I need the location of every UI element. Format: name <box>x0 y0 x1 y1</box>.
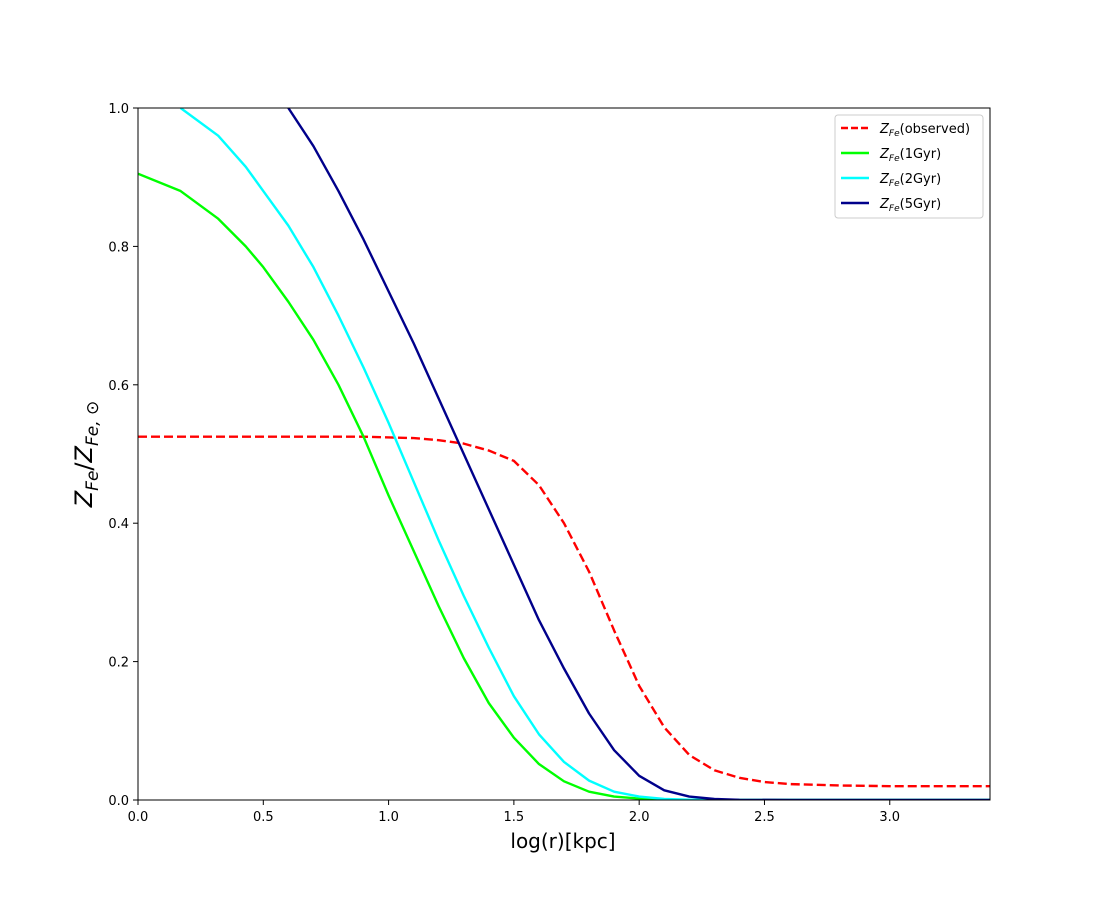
series-line-2 <box>179 108 990 800</box>
legend-label: ZFe(5Gyr) <box>879 197 941 214</box>
legend-label-sub: Fe <box>889 154 900 164</box>
x-tick-label: 1.0 <box>378 810 399 825</box>
legend-label-z: Z <box>879 122 890 137</box>
y-axis-label-part: Fe <box>83 471 103 491</box>
legend-label-z: Z <box>879 197 890 212</box>
y-tick-label: 0.0 <box>108 794 129 809</box>
series-line-1 <box>138 172 990 800</box>
x-tick-label: 2.5 <box>754 810 775 825</box>
y-axis-label-part: / <box>70 462 98 471</box>
y-axis-label-part: Fe, ⊙ <box>83 401 103 446</box>
legend-label: ZFe(observed) <box>879 122 970 139</box>
y-axis-label: ZFe/ZFe, ⊙ <box>70 401 103 509</box>
x-tick-label: 0.5 <box>253 810 274 825</box>
legend-label-suffix: (1Gyr) <box>900 147 942 162</box>
y-ticks: 0.0 0.2 0.4 0.6 0.8 1.0 <box>108 102 138 809</box>
y-tick-label: 1.0 <box>108 102 129 117</box>
x-axis-label: log(r)[kpc] <box>510 829 615 853</box>
x-tick-label: 0.0 <box>128 810 149 825</box>
x-tick-label: 2.0 <box>629 810 650 825</box>
x-tick-label: 1.5 <box>504 810 525 825</box>
legend-label-sub: Fe <box>889 129 900 139</box>
series-line-0 <box>138 435 990 788</box>
legend-label-z: Z <box>879 172 890 187</box>
y-axis-label-part: Z <box>70 445 98 463</box>
series-layer <box>138 108 990 800</box>
plot-area <box>138 108 990 800</box>
y-tick-label: 0.2 <box>108 656 129 671</box>
legend-label: ZFe(1Gyr) <box>879 147 941 164</box>
x-tick-label: 3.0 <box>879 810 900 825</box>
legend-label-suffix: (2Gyr) <box>900 172 942 187</box>
y-tick-label: 0.8 <box>108 240 129 255</box>
series-line-3 <box>287 108 990 800</box>
legend-label-sub: Fe <box>889 179 900 189</box>
legend-label-z: Z <box>879 147 890 162</box>
y-tick-label: 0.6 <box>108 379 129 394</box>
y-axis-label-part: Z <box>70 490 98 508</box>
y-tick-label: 0.4 <box>108 517 129 532</box>
legend-label-suffix: (5Gyr) <box>900 197 942 212</box>
plot-frame <box>137 107 991 801</box>
x-ticks: 0.0 0.5 1.0 1.5 2.0 2.5 3.0 <box>128 800 900 825</box>
legend-label-sub: Fe <box>889 204 900 214</box>
legend-label-suffix: (observed) <box>900 122 970 137</box>
legend-label: ZFe(2Gyr) <box>879 172 941 189</box>
legend-frame <box>834 114 984 219</box>
legend: ZFe(observed)ZFe(1Gyr)ZFe(2Gyr)ZFe(5Gyr) <box>834 114 984 219</box>
